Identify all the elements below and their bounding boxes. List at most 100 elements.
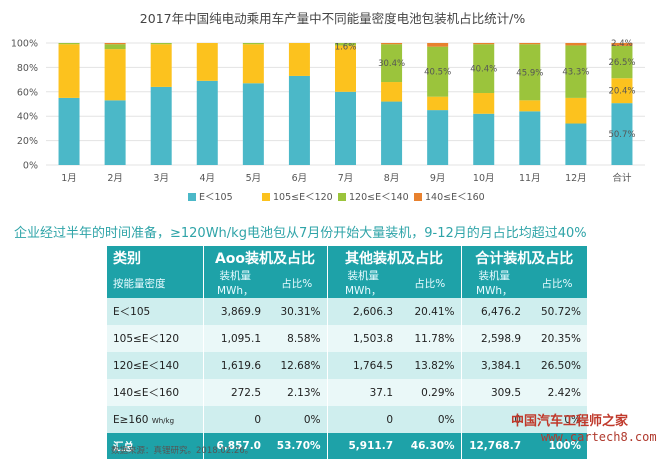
x-tick-label: 12月 bbox=[565, 173, 587, 184]
total-other-amount: 5,911.7 bbox=[326, 433, 400, 459]
row-unit: Wh/kg bbox=[151, 416, 175, 425]
data-label: 45.9% bbox=[516, 68, 543, 78]
bar-segment bbox=[473, 44, 495, 94]
cell-total-amount: 309.5 bbox=[460, 379, 528, 406]
bar-segment bbox=[104, 43, 126, 45]
x-tick-label: 3月 bbox=[153, 173, 169, 184]
cell-other-amount: 1,764.5 bbox=[326, 352, 400, 379]
total-aoo-amount: 6,857.0 bbox=[202, 433, 267, 459]
bar-segment bbox=[381, 82, 403, 102]
bar-segment bbox=[381, 44, 403, 83]
row-label: E≥160 Wh/kg bbox=[107, 406, 203, 433]
cell-aoo-amount: 3,869.9 bbox=[202, 298, 267, 325]
x-tick-label: 1月 bbox=[61, 173, 77, 184]
chart-subtitle: 企业经过半年的时间准备，≥120Wh/kg电池包从7月份开始大量装机，9-12月… bbox=[14, 226, 587, 241]
bar-segment bbox=[473, 93, 495, 114]
x-tick-label: 9月 bbox=[430, 173, 446, 184]
cell-aoo-pct: 30.31% bbox=[267, 298, 328, 325]
data-label: 26.5% bbox=[608, 58, 635, 68]
cell-other-amount: 0 bbox=[326, 406, 400, 433]
bar-segment bbox=[150, 44, 172, 87]
data-label: 50.7% bbox=[608, 130, 635, 140]
bar-segment bbox=[104, 100, 126, 165]
cell-total-pct: 0% bbox=[527, 406, 588, 433]
cell-aoo-pct: 8.58% bbox=[267, 325, 328, 352]
bar-segment bbox=[565, 123, 587, 165]
y-tick-label: 60% bbox=[17, 87, 38, 98]
bar-segment bbox=[104, 49, 126, 101]
x-tick-label: 2月 bbox=[107, 173, 123, 184]
legend-swatch bbox=[262, 193, 270, 201]
bar-segment bbox=[565, 45, 587, 98]
bar-segment bbox=[335, 45, 356, 92]
subheader-aoo-pct: 占比% bbox=[267, 268, 328, 298]
bar-segment bbox=[196, 43, 218, 81]
bar-segment bbox=[335, 43, 356, 46]
header-total: 合计装机及占比 bbox=[460, 246, 588, 268]
header-aoo: Aoo装机及占比 bbox=[202, 246, 328, 268]
bar-segment bbox=[427, 96, 449, 111]
legend-swatch bbox=[338, 193, 346, 201]
subheader-category: 按能量密度 bbox=[107, 268, 203, 298]
cell-total-amount: 2,598.9 bbox=[460, 325, 528, 352]
watermark-title: 中国汽车工程师之家 bbox=[511, 414, 629, 429]
bar-segment bbox=[611, 103, 633, 165]
bar-segment bbox=[427, 43, 449, 47]
bar-segment bbox=[611, 78, 633, 104]
cell-total-amount: 3,384.1 bbox=[460, 352, 528, 379]
bar-segment bbox=[519, 111, 541, 165]
cell-total-pct: 20.35% bbox=[527, 325, 588, 352]
cell-aoo-pct: 2.13% bbox=[267, 379, 328, 406]
cell-aoo-amount: 272.5 bbox=[202, 379, 267, 406]
subheader-other-amount: 装机量MWh， bbox=[326, 268, 400, 298]
x-tick-label: 5月 bbox=[246, 173, 262, 184]
subheader-other-pct: 占比% bbox=[399, 268, 462, 298]
legend-swatch bbox=[414, 193, 422, 201]
bar-segment bbox=[519, 44, 541, 101]
cell-other-pct: 11.78% bbox=[399, 325, 462, 352]
bar-segment bbox=[242, 43, 264, 45]
cell-total-amount: 6,476.2 bbox=[460, 298, 528, 325]
total-aoo-pct: 53.70% bbox=[267, 433, 328, 459]
cell-other-amount: 37.1 bbox=[326, 379, 400, 406]
x-tick-label: 6月 bbox=[292, 173, 308, 184]
data-label: 40.5% bbox=[424, 68, 451, 78]
y-tick-label: 0% bbox=[23, 161, 38, 172]
x-tick-label: 合计 bbox=[612, 172, 632, 184]
y-tick-label: 20% bbox=[17, 136, 38, 147]
bar-segment bbox=[242, 44, 264, 84]
cell-total-amount: 0 bbox=[460, 406, 528, 433]
legend-label: 105≤E＜120 bbox=[273, 192, 333, 203]
bar-segment bbox=[150, 43, 172, 45]
bar-segment bbox=[473, 113, 495, 165]
x-tick-label: 8月 bbox=[384, 173, 400, 184]
bar-segment bbox=[611, 43, 633, 46]
legend-label: 140≤E＜160 bbox=[425, 192, 485, 203]
table-row: 140≤E＜160 272.5 2.13% 37.1 0.29% 309.5 2.42% bbox=[107, 379, 588, 406]
cell-other-pct: 20.41% bbox=[399, 298, 462, 325]
row-label: 120≤E＜140 bbox=[107, 352, 203, 379]
cell-aoo-pct: 0% bbox=[267, 406, 328, 433]
bar-segment bbox=[104, 44, 126, 50]
bar-segment bbox=[519, 43, 541, 45]
stacked-bar-chart: 0% 20% 40% 60% 80% 100% 1月 2月 3月 4月 5月 6月 7月 8月 9月 10月 1… bbox=[11, 39, 645, 203]
x-tick-label: 4月 bbox=[199, 173, 215, 184]
cell-aoo-amount: 1,619.6 bbox=[202, 352, 267, 379]
bar-segment bbox=[381, 43, 403, 45]
bar-segment bbox=[242, 83, 264, 165]
cell-aoo-pct: 12.68% bbox=[267, 352, 328, 379]
bar-segment bbox=[427, 46, 449, 97]
cell-total-pct: 26.50% bbox=[527, 352, 588, 379]
table-total-row: 汇总 6,857.0 53.70% 5,911.7 46.30% 12,768.… bbox=[107, 433, 588, 459]
header-category: 类别 bbox=[107, 246, 203, 268]
table-row: 120≤E＜140 1,619.6 12.68% 1,764.5 13.82% 3,384… bbox=[107, 352, 588, 379]
table-row: 105≤E＜120 1,095.1 8.58% 1,503.8 11.78% 2,598.… bbox=[107, 325, 588, 352]
cell-aoo-amount: 1,095.1 bbox=[202, 325, 267, 352]
data-label: 43.3% bbox=[562, 68, 589, 78]
bar-segment bbox=[196, 80, 218, 165]
bar-segment bbox=[565, 43, 587, 46]
legend-swatch bbox=[188, 193, 196, 201]
bar-segment bbox=[565, 97, 587, 124]
total-total-pct: 100% bbox=[527, 433, 588, 459]
total-total-amount: 12,768.7 bbox=[460, 433, 528, 459]
